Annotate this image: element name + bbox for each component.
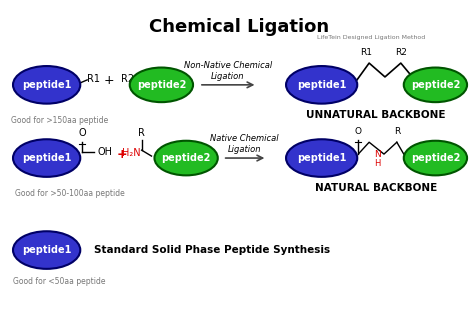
Text: H₂N: H₂N [122, 148, 141, 158]
Text: R1: R1 [360, 48, 372, 57]
Text: R: R [138, 128, 145, 138]
Text: +: + [104, 74, 114, 87]
Text: R: R [394, 127, 400, 136]
Text: peptide1: peptide1 [22, 245, 71, 255]
Text: peptide2: peptide2 [137, 80, 186, 90]
Text: Non-Native Chemical
Ligation: Non-Native Chemical Ligation [183, 61, 272, 81]
Text: Standard Solid Phase Peptide Synthesis: Standard Solid Phase Peptide Synthesis [94, 245, 330, 255]
Text: Native Chemical
Ligation: Native Chemical Ligation [210, 134, 279, 154]
Text: peptide2: peptide2 [411, 80, 460, 90]
Ellipse shape [286, 66, 357, 104]
Text: Good for <50aa peptide: Good for <50aa peptide [13, 277, 106, 286]
Text: H: H [374, 159, 380, 169]
Text: O: O [78, 128, 86, 138]
Text: R1: R1 [87, 74, 100, 84]
Text: peptide1: peptide1 [297, 80, 346, 90]
Text: UNNATURAL BACKBONE: UNNATURAL BACKBONE [306, 110, 446, 120]
Text: +: + [117, 148, 127, 161]
Ellipse shape [286, 139, 357, 177]
Text: peptide1: peptide1 [297, 153, 346, 163]
Text: R2: R2 [121, 74, 134, 84]
Text: peptide1: peptide1 [22, 153, 71, 163]
Text: O: O [355, 127, 362, 136]
Text: Good for >50-100aa peptide: Good for >50-100aa peptide [15, 189, 124, 198]
Text: peptide2: peptide2 [162, 153, 211, 163]
Text: N: N [374, 150, 381, 158]
Text: peptide2: peptide2 [411, 153, 460, 163]
Text: LifeTein Designed Ligation Method: LifeTein Designed Ligation Method [317, 35, 425, 40]
Text: OH: OH [97, 147, 112, 157]
Ellipse shape [13, 231, 80, 269]
Ellipse shape [404, 141, 467, 175]
Text: Chemical Ligation: Chemical Ligation [149, 18, 329, 36]
Text: Good for >150aa peptide: Good for >150aa peptide [11, 116, 108, 125]
Text: R2: R2 [395, 48, 407, 57]
Text: peptide1: peptide1 [22, 80, 71, 90]
Ellipse shape [404, 67, 467, 102]
Ellipse shape [13, 139, 80, 177]
Text: NATURAL BACKBONE: NATURAL BACKBONE [315, 183, 437, 193]
Ellipse shape [13, 66, 80, 104]
Ellipse shape [130, 67, 193, 102]
Ellipse shape [155, 141, 218, 175]
